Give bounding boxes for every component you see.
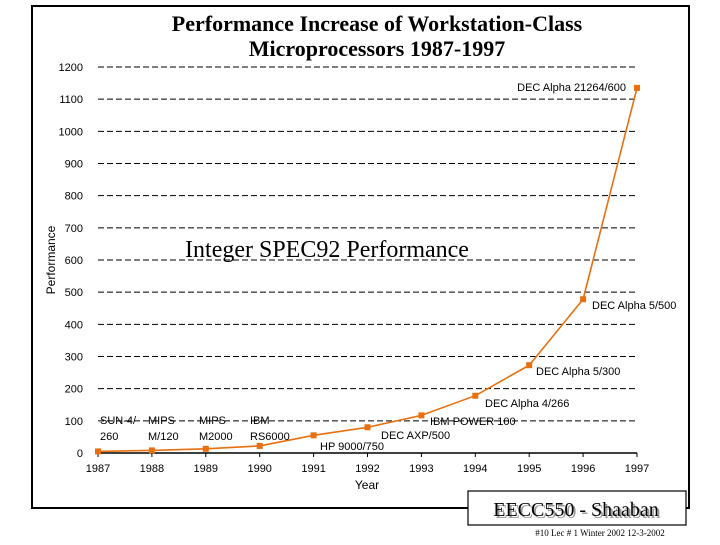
point-label: IBM POWER 100	[430, 416, 516, 428]
y-tick-label: 1200	[59, 62, 83, 74]
y-tick-label: 600	[65, 255, 83, 267]
x-tick-label: 1989	[194, 463, 218, 475]
point-label: DEC Alpha 4/266	[485, 398, 569, 410]
y-tick-label: 500	[65, 287, 83, 299]
data-point	[256, 442, 263, 449]
y-tick-label: 700	[65, 223, 83, 235]
y-tick-label: 0	[77, 448, 83, 460]
y-axis-label: Performance	[44, 225, 58, 294]
y-tick-label: 300	[65, 352, 83, 364]
point-label: HP 9000/750	[320, 441, 384, 453]
point-label: 260	[100, 431, 118, 443]
data-point	[472, 392, 479, 399]
point-label: DEC Alpha 5/500	[592, 300, 676, 312]
chart-title-line-1: Performance Increase of Workstation-Clas…	[172, 11, 583, 36]
point-label: MIPS	[199, 415, 226, 427]
footer-badge-shadow: EECC550 - Shaaban	[495, 501, 661, 523]
x-tick-label: 1990	[247, 463, 271, 475]
data-point	[634, 84, 640, 91]
point-label: RS6000	[250, 431, 290, 443]
y-tick-label: 1000	[59, 126, 83, 138]
x-tick-label: 1996	[571, 463, 595, 475]
x-axis-label: Year	[355, 478, 379, 492]
x-tick-label: 1992	[355, 463, 379, 475]
point-label: DEC AXP/500	[381, 430, 450, 442]
y-tick-label: 900	[65, 159, 83, 171]
data-point	[95, 448, 101, 455]
x-tick-label: 1997	[625, 463, 649, 475]
y-tick-label: 800	[65, 191, 83, 203]
chart-subtitle: Integer SPEC92 Performance	[185, 237, 469, 263]
data-point	[418, 412, 425, 419]
x-tick-label: 1991	[301, 463, 325, 475]
point-label: DEC Alpha 21264/600	[517, 82, 626, 94]
y-axis: 0 100 200 300 400 500 600 700 800 900 1000 1100 1200	[59, 62, 83, 460]
slide-border	[31, 5, 690, 509]
data-point	[364, 424, 371, 431]
point-label: M2000	[199, 431, 233, 443]
x-tick-label: 1995	[517, 463, 541, 475]
y-tick-label: 1100	[59, 94, 83, 106]
data-points	[95, 84, 640, 455]
footer-badge: EECC550 - Shaaban	[493, 499, 659, 521]
y-tick-label: 400	[65, 319, 83, 331]
point-label: IBM	[250, 415, 270, 427]
point-label: DEC Alpha 5/300	[536, 366, 620, 378]
point-label: MIPS	[148, 415, 175, 427]
data-point	[202, 445, 209, 452]
footer-badge-box	[467, 490, 687, 526]
point-label: SUN-4/	[100, 415, 137, 427]
x-tick-label: 1993	[409, 463, 433, 475]
data-point	[310, 432, 317, 439]
y-tick-label: 100	[65, 416, 83, 428]
data-point	[148, 447, 155, 454]
x-tick-label: 1994	[463, 463, 487, 475]
point-labels: SUN-4/260 MIPS M/120 MIPS M2000 IBM RS6000 HP 9…	[100, 82, 676, 453]
x-tick-label: 1987	[86, 463, 110, 475]
data-point	[580, 296, 587, 303]
data-point	[526, 362, 533, 369]
chart-title-line-2: Microprocessors 1987-1997	[249, 36, 505, 61]
x-axis: 1987 1988 1989 1990 1991 1992 1993 1994 1995 1996…	[86, 452, 649, 475]
y-tick-label: 200	[65, 384, 83, 396]
point-label: M/120	[148, 431, 179, 443]
x-tick-label: 1988	[140, 463, 164, 475]
footer-note: #10 Lec # 1 Winter 2002 12-3-2002	[535, 528, 664, 538]
